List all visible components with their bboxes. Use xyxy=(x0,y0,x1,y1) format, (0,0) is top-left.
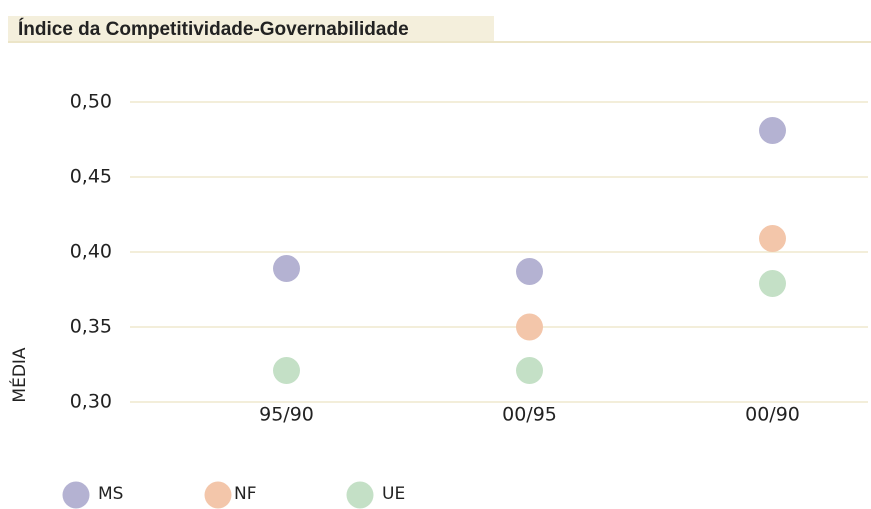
y-tick-label: 0,35 xyxy=(70,316,112,338)
x-tick-label: 00/90 xyxy=(745,404,800,426)
dot xyxy=(516,357,543,384)
legend-swatch xyxy=(346,481,374,509)
legend-label: UE xyxy=(382,484,405,504)
dot xyxy=(273,255,300,282)
legend-label: MS xyxy=(98,484,123,504)
x-tick-label: 00/95 xyxy=(502,404,557,426)
x-tick-label: 95/90 xyxy=(259,404,314,426)
y-tick-label: 0,50 xyxy=(70,91,112,113)
y-axis-label: MÉDIA xyxy=(8,347,30,403)
y-tick-label: 0,45 xyxy=(70,166,112,188)
legend-swatch xyxy=(62,481,90,509)
y-tick-label: 0,40 xyxy=(70,241,112,263)
dot xyxy=(516,313,543,341)
y-tick-label: 0,30 xyxy=(70,391,112,413)
dot xyxy=(273,357,300,384)
dot xyxy=(516,258,543,285)
legend-label: NF xyxy=(234,484,257,504)
dot xyxy=(759,225,786,252)
dot xyxy=(759,117,786,144)
dot xyxy=(759,270,786,297)
chart-title: Índice da Competitividade-Governabilidad… xyxy=(18,18,409,40)
legend-swatch xyxy=(204,481,232,509)
title-box xyxy=(8,16,494,42)
